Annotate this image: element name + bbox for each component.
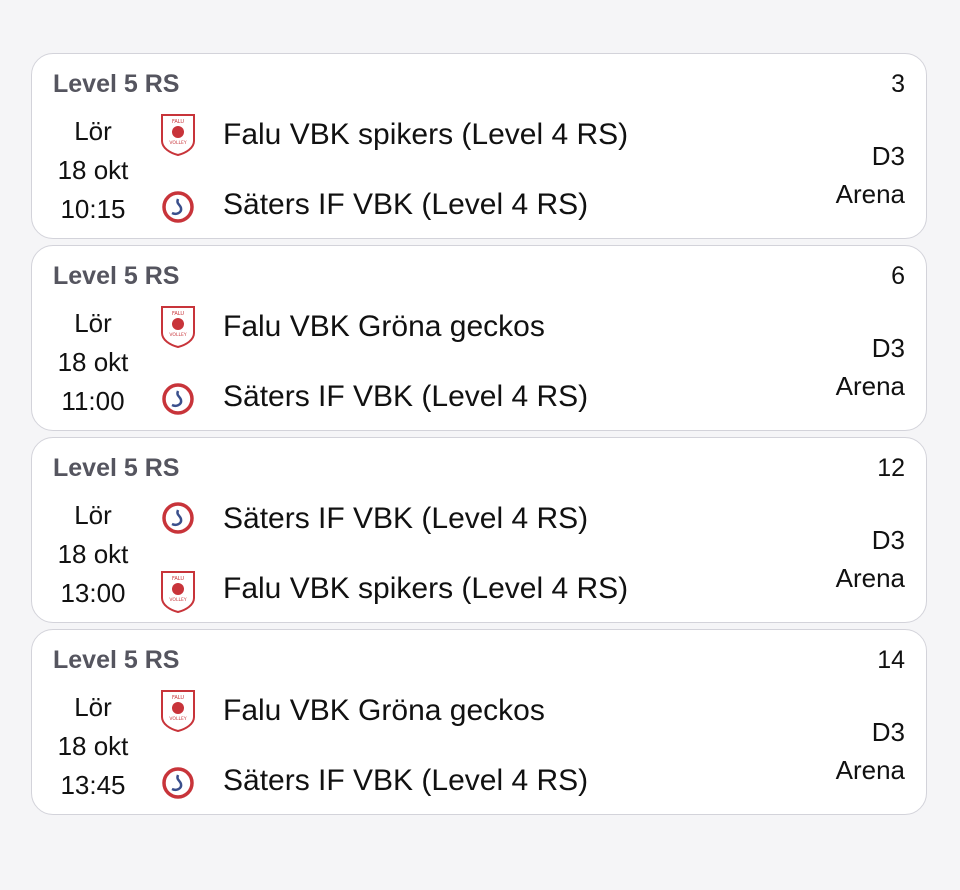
- falu-volley-logo-icon: FALU VOLLEY: [156, 112, 200, 157]
- falu-volley-logo-icon: FALU VOLLEY: [156, 304, 200, 349]
- falu-volley-logo-icon: FALU VOLLEY: [156, 688, 200, 733]
- match-time: 13:00: [60, 578, 126, 608]
- home-team: Säters IF VBK (Level 4 RS): [223, 502, 589, 535]
- venue-court: D3: [871, 141, 905, 171]
- match-date: 18 okt: [57, 539, 129, 569]
- svg-text:FALU: FALU: [172, 119, 184, 125]
- away-team: Säters IF VBK (Level 4 RS): [223, 188, 589, 221]
- level-label: Level 5 RS: [53, 646, 180, 674]
- svg-text:FALU: FALU: [172, 695, 184, 701]
- home-team: Falu VBK Gröna geckos: [223, 310, 545, 343]
- away-team: Falu VBK spikers (Level 4 RS): [223, 572, 629, 605]
- away-team: Säters IF VBK (Level 4 RS): [223, 380, 589, 413]
- home-team: Falu VBK spikers (Level 4 RS): [223, 118, 629, 151]
- match-datetime: Lör 18 okt 10:15: [44, 112, 142, 229]
- match-datetime: Lör 18 okt 11:00: [44, 304, 142, 421]
- svg-text:FALU: FALU: [172, 576, 184, 582]
- match-time: 10:15: [60, 194, 126, 224]
- match-date: 18 okt: [57, 155, 129, 185]
- venue: D3 Arena: [836, 137, 905, 213]
- level-label: Level 5 RS: [53, 262, 180, 290]
- saters-if-logo-icon: [156, 496, 200, 540]
- svg-text:VOLLEY: VOLLEY: [169, 597, 186, 603]
- venue-court: D3: [871, 333, 905, 363]
- venue-arena: Arena: [835, 179, 905, 209]
- match-day: Lör: [74, 500, 112, 530]
- svg-text:FALU: FALU: [172, 311, 184, 317]
- level-label: Level 5 RS: [53, 454, 180, 482]
- svg-text:VOLLEY: VOLLEY: [169, 332, 186, 338]
- home-team: Falu VBK Gröna geckos: [223, 694, 545, 727]
- match-day: Lör: [74, 692, 112, 722]
- match-card[interactable]: Level 5 RS 6 Lör 18 okt 11:00 FALU VOLLEY…: [31, 245, 927, 431]
- match-time: 13:45: [60, 770, 126, 800]
- match-date: 18 okt: [57, 347, 129, 377]
- match-day: Lör: [74, 308, 112, 338]
- venue: D3 Arena: [836, 713, 905, 789]
- venue-arena: Arena: [835, 755, 905, 785]
- match-number: 14: [877, 646, 905, 674]
- match-datetime: Lör 18 okt 13:00: [44, 496, 142, 613]
- venue-court: D3: [871, 525, 905, 555]
- away-team: Säters IF VBK (Level 4 RS): [223, 764, 589, 797]
- match-number: 3: [891, 70, 905, 98]
- svg-text:VOLLEY: VOLLEY: [169, 140, 186, 146]
- match-card[interactable]: Level 5 RS 3 Lör 18 okt 10:15 FALU VOLLEY…: [31, 53, 927, 239]
- venue-arena: Arena: [835, 371, 905, 401]
- match-number: 12: [877, 454, 905, 482]
- match-card[interactable]: Level 5 RS 12 Lör 18 okt 13:00 Säters IF…: [31, 437, 927, 623]
- match-card[interactable]: Level 5 RS 14 Lör 18 okt 13:45 FALU VOLLE…: [31, 629, 927, 815]
- match-date: 18 okt: [57, 731, 129, 761]
- venue: D3 Arena: [836, 329, 905, 405]
- match-day: Lör: [74, 116, 112, 146]
- venue-court: D3: [871, 717, 905, 747]
- falu-volley-logo-icon: FALU VOLLEY: [156, 569, 200, 614]
- venue: D3 Arena: [836, 521, 905, 597]
- saters-if-logo-icon: [156, 761, 200, 805]
- saters-if-logo-icon: [156, 185, 200, 229]
- svg-text:VOLLEY: VOLLEY: [169, 716, 186, 722]
- venue-arena: Arena: [835, 563, 905, 593]
- saters-if-logo-icon: [156, 377, 200, 421]
- match-number: 6: [891, 262, 905, 290]
- match-datetime: Lör 18 okt 13:45: [44, 688, 142, 805]
- match-time: 11:00: [61, 386, 125, 416]
- level-label: Level 5 RS: [53, 70, 180, 98]
